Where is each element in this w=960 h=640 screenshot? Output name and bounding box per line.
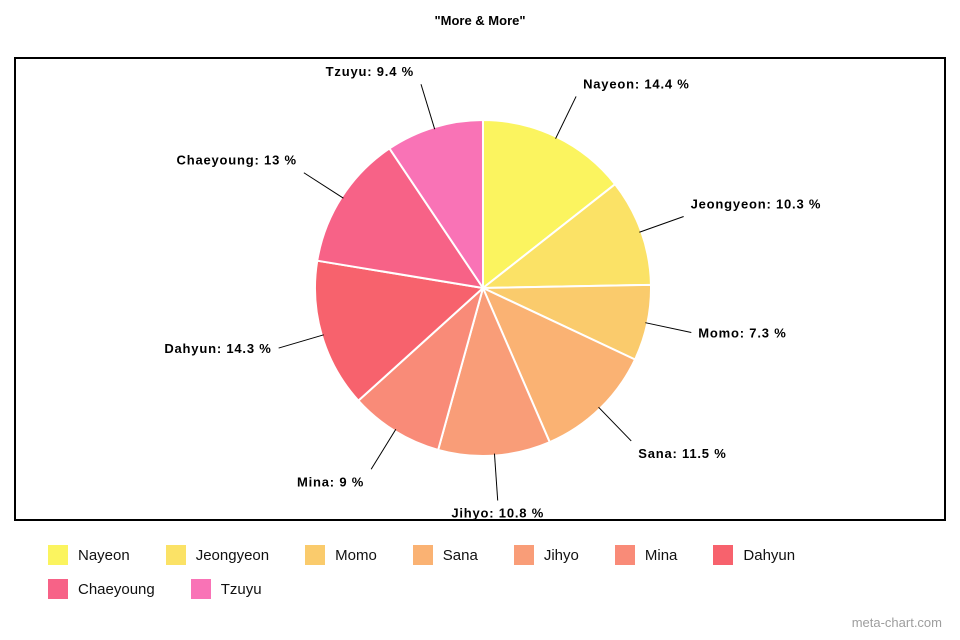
slice-label-chaeyoung: Chaeyoung: 13 % — [177, 153, 297, 168]
legend-item-nayeon: Nayeon — [48, 545, 130, 565]
legend-label: Chaeyoung — [78, 580, 155, 598]
legend-swatch-icon — [165, 545, 186, 565]
legend-item-dahyun: Dahyun — [713, 545, 795, 565]
label-leader-line — [639, 216, 684, 233]
label-leader-line — [278, 334, 324, 349]
legend-label: Mina — [644, 546, 678, 564]
chart-frame: Nayeon: 14.4 % Jeongyeon: 10.3 % Momo: 7.3… — [14, 57, 946, 521]
legend-item-sana: Sana — [412, 545, 478, 565]
slice-label-sana: Sana: 11.5 % — [638, 446, 726, 461]
slice-label-jihyo: Jihyo: 10.8 % — [451, 505, 544, 519]
slice-label-jeongyeon: Jeongyeon: 10.3 % — [691, 196, 822, 211]
legend-label: Sana — [442, 546, 478, 564]
slice-label-momo: Momo: 7.3 % — [698, 326, 786, 341]
legend-swatch-icon — [513, 545, 534, 565]
slice-label-nayeon: Nayeon: 14.4 % — [583, 76, 690, 91]
legend-label: Dahyun — [743, 546, 796, 564]
legend-label: Momo — [335, 546, 377, 564]
legend-label: Nayeon — [78, 546, 130, 564]
legend: Nayeon Jeongyeon Momo Sana Jihyo Mina Dahyun Ch… — [48, 545, 928, 599]
legend-swatch-icon — [305, 545, 326, 565]
label-leader-line — [493, 453, 499, 501]
legend-item-jeongyeon: Jeongyeon — [165, 545, 270, 565]
chart-title: "More & More" — [434, 13, 526, 28]
legend-label: Tzuyu — [220, 580, 262, 598]
legend-label: Jeongyeon — [195, 546, 270, 564]
label-leader-line — [555, 96, 577, 139]
legend-item-tzuyu: Tzuyu — [190, 579, 262, 599]
label-leader-line — [598, 406, 632, 442]
pie-chart: Nayeon: 14.4 % Jeongyeon: 10.3 % Momo: 7.3… — [164, 64, 822, 520]
legend-label: Jihyo — [543, 546, 579, 564]
label-leader-line — [303, 172, 344, 199]
legend-swatch-icon — [48, 579, 68, 599]
legend-item-mina: Mina — [614, 545, 678, 565]
legend-swatch-icon — [190, 579, 211, 599]
watermark: meta-chart.com — [851, 615, 942, 630]
legend-item-chaeyoung: Chaeyoung — [48, 579, 155, 599]
slice-label-dahyun: Dahyun: 14.3 % — [164, 341, 271, 356]
legend-swatch-icon — [713, 545, 734, 565]
legend-swatch-icon — [48, 545, 68, 565]
legend-swatch-icon — [412, 545, 433, 565]
label-leader-line — [645, 322, 692, 333]
slice-label-tzuyu: Tzuyu: 9.4 % — [326, 64, 414, 79]
legend-item-momo: Momo — [305, 545, 377, 565]
legend-item-jihyo: Jihyo — [513, 545, 579, 565]
slice-label-mina: Mina: 9 % — [297, 474, 364, 489]
label-leader-line — [370, 429, 397, 470]
label-leader-line — [420, 84, 436, 130]
legend-swatch-icon — [614, 545, 635, 565]
